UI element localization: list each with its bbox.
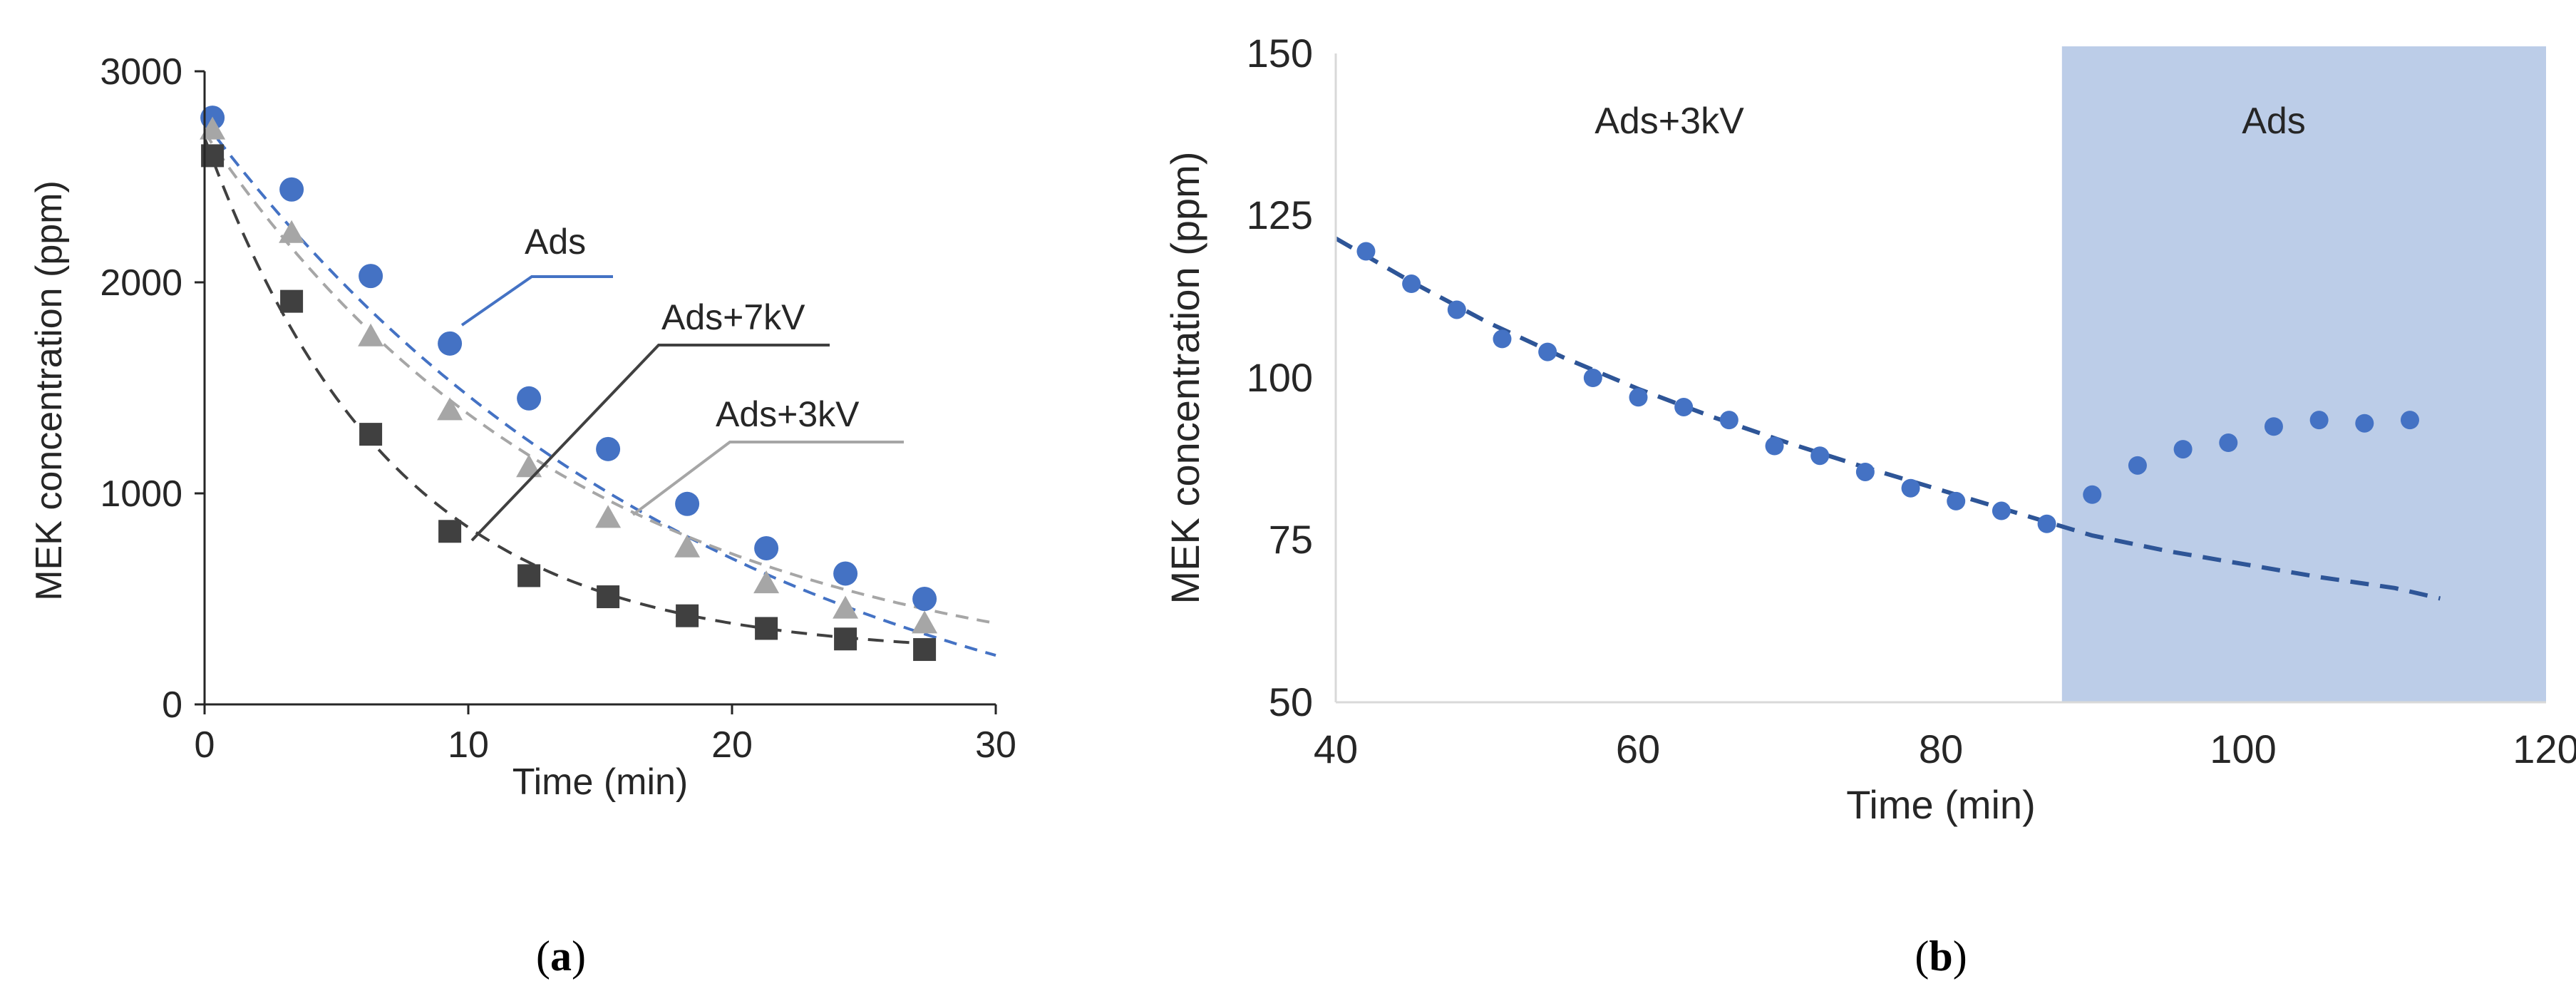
data-point-ads-3kv xyxy=(753,570,780,594)
data-point-ads xyxy=(754,535,779,560)
y-tick-label: 3000 xyxy=(100,51,182,93)
data-point-ads xyxy=(675,491,700,516)
fit-lines xyxy=(203,120,996,657)
ads-phase-label: Ads xyxy=(2242,101,2306,142)
x-tick-label: 80 xyxy=(1919,727,1963,771)
x-tick-label: 100 xyxy=(2210,727,2276,771)
data-point xyxy=(2309,411,2329,430)
x-tick-label: 60 xyxy=(1616,727,1660,771)
fit-line-ads-7kv xyxy=(203,137,924,645)
data-point xyxy=(1447,300,1466,319)
caption-a: (a) xyxy=(536,933,586,980)
ads-3kv-phase-label: Ads+3kV xyxy=(1594,101,1744,142)
data-point-ads-7kv xyxy=(517,564,541,587)
fit-line xyxy=(1334,236,2441,601)
y-tick-label: 100 xyxy=(1247,355,1313,400)
data-point xyxy=(2128,456,2147,475)
data-point-ads-7kv xyxy=(755,617,778,640)
x-tick-label: 10 xyxy=(448,724,489,766)
y-tick-label: 50 xyxy=(1269,679,1313,724)
data-point-ads xyxy=(438,331,463,356)
y-tick-label: 75 xyxy=(1269,517,1313,562)
data-point xyxy=(2083,485,2102,504)
ads-3kv-callout-line xyxy=(632,441,904,516)
data-point xyxy=(1493,329,1512,349)
data-point xyxy=(1765,436,1784,456)
data-point xyxy=(1629,388,1648,407)
x-tick-label: 40 xyxy=(1314,727,1358,771)
ads-7kv-callout-label: Ads+7kV xyxy=(661,297,805,337)
x-tick-label: 30 xyxy=(975,724,1016,766)
y-tick-label: 2000 xyxy=(100,262,182,304)
data-point xyxy=(2400,411,2419,430)
x-tick-label: 20 xyxy=(711,724,753,766)
y-tick-label: 125 xyxy=(1247,192,1313,237)
data-point xyxy=(2219,433,2238,452)
chart-panel-a: 3000 2000 1000 0 0 10 20 30 Time (min) M… xyxy=(29,51,1016,980)
data-point-ads xyxy=(517,386,542,411)
data-point-ads-7kv xyxy=(676,604,699,627)
data-point-ads-3kv xyxy=(358,323,384,346)
data-point xyxy=(1356,242,1376,261)
data-point-ads-3kv xyxy=(200,116,226,140)
data-markers xyxy=(200,106,938,662)
data-point xyxy=(2037,514,2056,533)
x-tick-label: 0 xyxy=(195,724,215,766)
y-tick-label: 0 xyxy=(162,684,182,726)
data-point-ads-3kv xyxy=(437,397,463,421)
caption-b: (b) xyxy=(1915,933,1967,980)
data-point xyxy=(1402,274,1421,294)
x-axis-label: Time (min) xyxy=(1846,782,2035,827)
data-point-ads-3kv xyxy=(833,595,859,619)
data-point xyxy=(2173,440,2193,459)
data-point xyxy=(1538,342,1557,361)
data-point xyxy=(1674,397,1694,416)
data-point xyxy=(2355,414,2374,433)
data-point-ads-3kv xyxy=(595,505,622,528)
data-point xyxy=(2264,417,2283,436)
axis-ticks xyxy=(195,70,997,714)
data-point-ads-3kv xyxy=(516,454,542,478)
data-point-ads xyxy=(912,587,937,611)
data-point-ads-7kv xyxy=(438,520,462,543)
data-point-ads xyxy=(359,264,383,289)
data-point-ads-7kv xyxy=(913,638,937,662)
x-axis-label: Time (min) xyxy=(512,761,689,803)
data-point xyxy=(1855,462,1875,481)
y-tick-label: 1000 xyxy=(100,473,182,515)
data-point-ads xyxy=(596,436,621,461)
ads-3kv-callout-label: Ads+3kV xyxy=(716,394,860,434)
data-point-ads-7kv xyxy=(834,627,857,651)
ads-phase-region xyxy=(2061,46,2546,702)
data-point-ads-7kv xyxy=(280,289,304,313)
data-point xyxy=(1719,411,1738,430)
fit-line-ads-3kv xyxy=(203,131,996,625)
data-point xyxy=(1992,501,2011,520)
fit-line-ads xyxy=(203,120,996,657)
data-point xyxy=(1810,446,1830,466)
y-tick-label: 150 xyxy=(1247,31,1313,76)
y-axis-label: MEK concentration (ppm) xyxy=(29,180,70,601)
y-axis-label: MEK concentration (ppm) xyxy=(1163,152,1207,605)
data-point-ads-3kv xyxy=(912,610,938,634)
data-point-ads xyxy=(279,177,304,202)
chart-panel-b: Ads Ads+3kV 150 125 100 75 50 40 60 80 1… xyxy=(1163,31,2576,980)
data-point xyxy=(1583,369,1602,387)
ads-7kv-callout-line xyxy=(470,344,830,542)
ads-callout-label: Ads xyxy=(525,222,586,262)
ads-callout-line xyxy=(460,275,613,327)
data-point-ads xyxy=(833,561,858,586)
data-point-ads-3kv xyxy=(279,220,305,243)
data-point-ads-3kv xyxy=(674,534,701,558)
data-point-ads-7kv xyxy=(597,585,620,609)
data-point-ads-7kv xyxy=(359,423,383,446)
data-point xyxy=(1901,478,1920,498)
data-markers xyxy=(1356,242,2419,533)
data-point xyxy=(1947,491,1966,510)
x-tick-label: 120 xyxy=(2513,727,2576,771)
